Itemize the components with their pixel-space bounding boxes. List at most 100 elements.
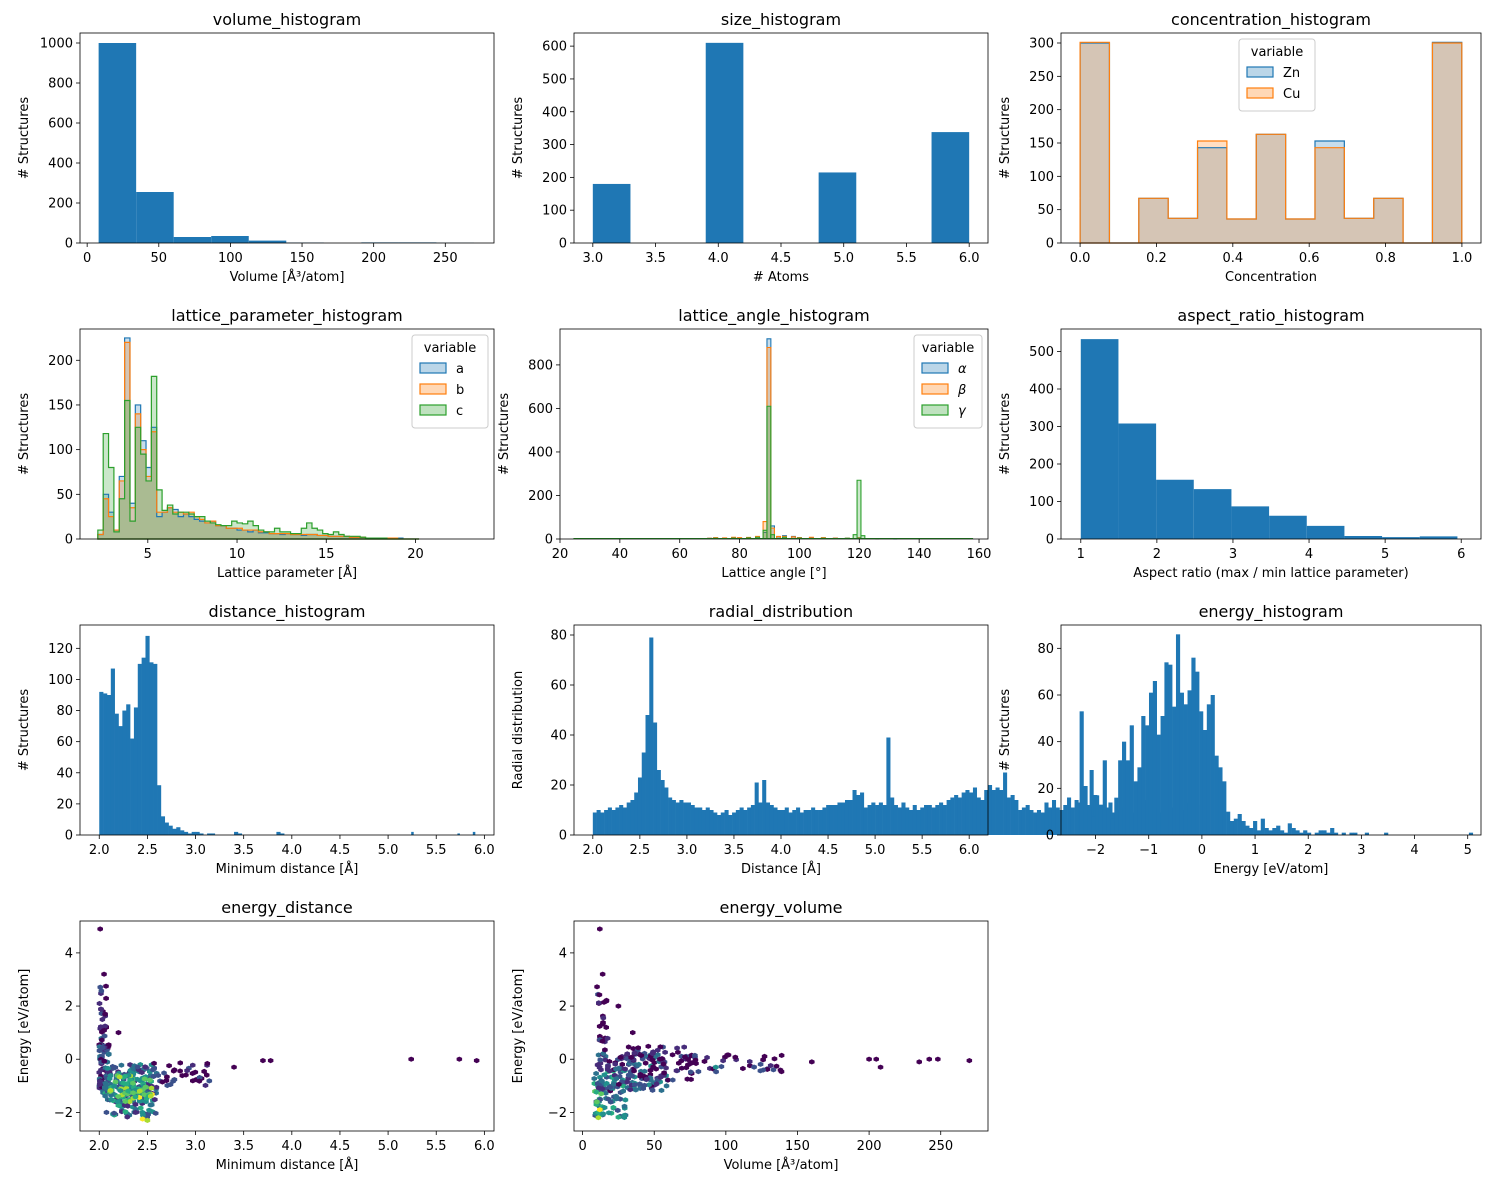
x-tick-label: 100 bbox=[218, 251, 243, 266]
hexbin-cell bbox=[873, 1056, 879, 1062]
histogram-bar bbox=[833, 805, 838, 835]
histogram-bar bbox=[1280, 830, 1285, 835]
histogram-bar bbox=[1118, 760, 1123, 835]
x-tick-label: 4.0 bbox=[708, 251, 729, 266]
histogram-bar bbox=[600, 812, 605, 835]
hexbin-cell bbox=[653, 1081, 660, 1087]
y-tick-label: 200 bbox=[528, 489, 553, 504]
histogram-bar bbox=[799, 812, 804, 835]
histogram-bar bbox=[122, 710, 127, 835]
histogram-bar bbox=[1114, 797, 1119, 835]
hexbin-cell bbox=[600, 1021, 606, 1027]
histogram-bar bbox=[1233, 818, 1238, 835]
histogram-bar bbox=[1218, 767, 1223, 835]
y-tick-label: 0 bbox=[559, 829, 567, 844]
histogram-bar bbox=[860, 792, 865, 835]
hexbin-cell bbox=[629, 1073, 635, 1079]
hexbin-cell bbox=[147, 1077, 153, 1083]
histogram-bar bbox=[908, 810, 914, 835]
histogram-bar bbox=[237, 833, 243, 835]
histogram-bar bbox=[694, 807, 699, 835]
hexbin-cell bbox=[122, 1098, 129, 1105]
x-tick-label: 3 bbox=[1229, 547, 1237, 562]
x-tick-label: 150 bbox=[785, 1139, 810, 1154]
histogram-bar bbox=[1156, 734, 1161, 835]
hexbin-cell bbox=[674, 1045, 680, 1051]
histogram-bar bbox=[728, 815, 733, 835]
histogram-bar bbox=[126, 704, 131, 835]
hexbin-cell bbox=[192, 1069, 199, 1075]
histogram-bar bbox=[1051, 800, 1057, 835]
chart-title: radial_distribution bbox=[709, 602, 853, 622]
y-axis-label: # Structures bbox=[497, 393, 512, 475]
hexbin-cell bbox=[631, 1082, 638, 1088]
hexbin-cell bbox=[140, 1112, 146, 1118]
legend-title: variable bbox=[424, 341, 476, 356]
hexbin-cell bbox=[127, 1062, 133, 1068]
histogram-bar bbox=[180, 830, 185, 835]
histogram-bar bbox=[1260, 818, 1265, 835]
histogram-bar bbox=[1014, 800, 1019, 835]
histogram-bar bbox=[411, 831, 414, 835]
x-tick-label: 2.0 bbox=[89, 1139, 110, 1154]
histogram-bar bbox=[1102, 760, 1107, 835]
legend-entry: Cu bbox=[1283, 87, 1300, 102]
histogram-bar bbox=[1353, 832, 1358, 835]
x-axis-label: Aspect ratio (max / min lattice paramete… bbox=[1133, 566, 1408, 581]
x-tick-label: 4.5 bbox=[818, 843, 839, 858]
hexbin-cell bbox=[164, 1074, 170, 1080]
histogram-bar bbox=[871, 802, 876, 835]
y-tick-label: −2 bbox=[54, 1106, 73, 1121]
y-tick-label: 600 bbox=[528, 402, 553, 417]
hexbin-cell bbox=[658, 1087, 665, 1093]
x-tick-label: 0.2 bbox=[1146, 251, 1167, 266]
histogram-bar bbox=[1044, 802, 1049, 835]
hexbin-cell bbox=[130, 1090, 136, 1096]
histogram-bar bbox=[649, 637, 654, 835]
hexbin-cell bbox=[622, 1097, 629, 1103]
hexbin-cell bbox=[122, 1073, 128, 1079]
x-tick-label: 3.5 bbox=[233, 843, 254, 858]
histogram-bar bbox=[1183, 704, 1188, 835]
histogram-bar bbox=[1079, 711, 1084, 835]
hexbin-cell bbox=[103, 1109, 110, 1115]
x-tick-label: 2.0 bbox=[582, 843, 603, 858]
x-axis-label: Energy [eV/atom] bbox=[1214, 862, 1329, 877]
hexbin-cell bbox=[718, 1064, 725, 1070]
histogram-bar bbox=[717, 815, 722, 835]
histogram-bar bbox=[701, 810, 707, 835]
histogram-area-c bbox=[97, 376, 420, 539]
histogram-bar bbox=[961, 792, 966, 835]
hexbin-cell bbox=[771, 1056, 778, 1062]
y-tick-label: 100 bbox=[542, 204, 567, 219]
hexbin-cell bbox=[117, 1088, 124, 1094]
y-tick-label: 80 bbox=[1037, 642, 1054, 657]
histogram-bar bbox=[784, 807, 789, 835]
histogram-bar bbox=[942, 805, 947, 835]
y-tick-label: 0 bbox=[65, 533, 73, 548]
histogram-bar bbox=[1172, 706, 1177, 835]
hexbin-cell bbox=[681, 1044, 687, 1050]
legend-swatch bbox=[921, 362, 949, 374]
y-tick-label: 200 bbox=[48, 354, 73, 369]
hexbin-cell bbox=[132, 1101, 139, 1107]
hexbin-cell bbox=[597, 926, 603, 932]
histogram-bar bbox=[1210, 695, 1215, 835]
histogram-bar bbox=[1118, 423, 1157, 539]
histogram-bar bbox=[211, 236, 249, 243]
subplot-concentration-histogram: variable Zn Cu concentration_histogram 0.0 0.… bbox=[998, 10, 1482, 285]
hexbin-cell bbox=[190, 1078, 196, 1084]
histogram-bar bbox=[1067, 797, 1072, 835]
hexbin-cell bbox=[644, 1076, 650, 1082]
y-tick-label: 100 bbox=[1029, 495, 1054, 510]
legend-entry: γ bbox=[958, 404, 967, 419]
histogram-bar bbox=[818, 810, 823, 835]
hexbin-cell bbox=[602, 1047, 608, 1053]
hexbin-cell bbox=[617, 1054, 624, 1060]
legend-entry: c bbox=[456, 404, 463, 419]
histogram-bar bbox=[705, 42, 744, 243]
histogram-bar bbox=[157, 785, 162, 835]
histogram-bar bbox=[611, 810, 616, 835]
histogram-bar bbox=[1341, 832, 1346, 835]
hexbin-cell bbox=[148, 1085, 155, 1091]
